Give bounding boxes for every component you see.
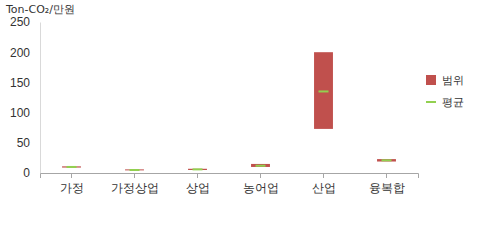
x-tick-label: 농어업 bbox=[243, 181, 279, 195]
legend-label: 범위 bbox=[442, 74, 464, 87]
x-tick-label: 산업 bbox=[312, 181, 336, 195]
x-tick-mark bbox=[134, 173, 135, 178]
y-tick: 250 bbox=[10, 15, 40, 29]
x-tick: 농어업 bbox=[243, 173, 279, 195]
x-tick-mark bbox=[197, 173, 198, 178]
range-bar bbox=[251, 164, 270, 167]
x-tick-mark bbox=[323, 173, 324, 178]
range-bar bbox=[62, 166, 81, 167]
x-tick: 가정상업 bbox=[111, 173, 159, 195]
mean-marker bbox=[382, 159, 392, 161]
marks bbox=[62, 52, 396, 170]
x-tick-mark bbox=[386, 173, 387, 178]
x-tick: 융복합 bbox=[369, 173, 405, 195]
x-axis-line bbox=[41, 174, 419, 179]
range-bar bbox=[314, 52, 333, 129]
x-tick-mark bbox=[260, 173, 261, 178]
legend-swatch bbox=[426, 75, 436, 85]
x-tick: 상업 bbox=[186, 173, 210, 195]
y-tick-label: 100 bbox=[10, 106, 30, 120]
y-tick-label: 200 bbox=[10, 46, 30, 60]
x-tick-label: 가정 bbox=[60, 181, 84, 195]
mean-marker bbox=[193, 168, 203, 170]
y-tick: 0 bbox=[23, 166, 40, 180]
legend-swatch bbox=[426, 101, 436, 103]
y-tick: 150 bbox=[10, 76, 40, 90]
range-bar bbox=[188, 169, 207, 170]
chart: 0 50 100 150 200 250 가정 가정상업 상업 농어업 산업 융복합 Ton-CO₂/만… bbox=[0, 0, 480, 227]
mean-marker bbox=[256, 165, 266, 167]
y-axis: 0 50 100 150 200 250 bbox=[10, 15, 41, 180]
y-axis-title: Ton-CO₂/만원 bbox=[5, 3, 75, 16]
mean-marker bbox=[319, 90, 329, 92]
y-axis-line bbox=[40, 23, 41, 174]
y-tick-label: 0 bbox=[23, 166, 30, 180]
y-tick: 100 bbox=[10, 106, 40, 120]
x-tick: 가정 bbox=[60, 173, 84, 195]
y-tick: 200 bbox=[10, 46, 40, 60]
y-tick-label: 150 bbox=[10, 76, 30, 90]
x-axis: 가정 가정상업 상업 농어업 산업 융복합 bbox=[41, 173, 419, 195]
x-tick-label: 상업 bbox=[186, 181, 210, 195]
range-bar bbox=[377, 159, 396, 161]
x-tick: 산업 bbox=[312, 173, 336, 195]
x-tick-label: 가정상업 bbox=[111, 181, 159, 195]
legend: 범위평균 bbox=[426, 74, 464, 109]
x-tick-mark bbox=[71, 173, 72, 178]
x-tick-label: 융복합 bbox=[369, 181, 405, 195]
legend-label: 평균 bbox=[442, 96, 464, 109]
y-tick: 50 bbox=[17, 136, 40, 150]
y-tick-label: 50 bbox=[17, 136, 31, 150]
mean-marker bbox=[130, 169, 140, 171]
range-bar bbox=[125, 169, 144, 170]
mean-marker bbox=[67, 166, 77, 168]
y-tick-label: 250 bbox=[10, 15, 30, 29]
